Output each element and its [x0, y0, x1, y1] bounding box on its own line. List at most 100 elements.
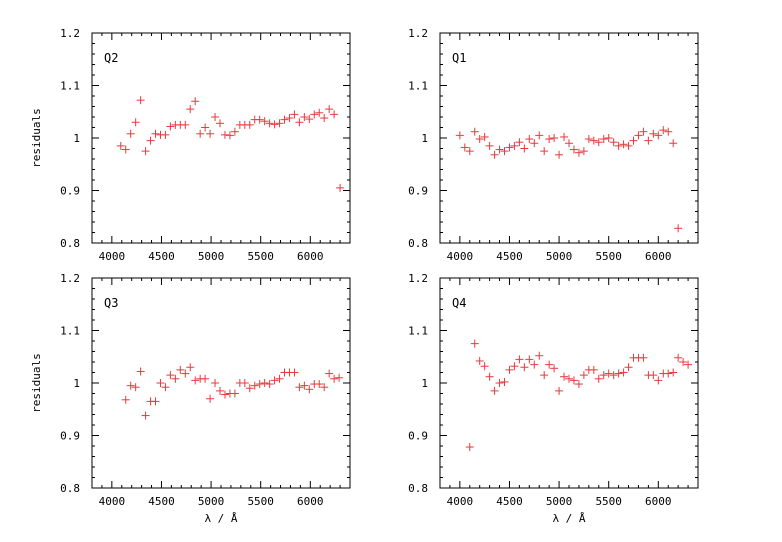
y-tick-label: 0.9: [60, 185, 80, 198]
data-point: [265, 380, 274, 389]
data-point: [594, 374, 603, 383]
data-point: [520, 363, 529, 372]
data-point: [330, 110, 339, 119]
data-point: [181, 120, 190, 129]
data-point: [594, 138, 603, 147]
x-axis-label: λ / Å: [204, 512, 237, 525]
data-point: [270, 376, 279, 385]
data-point: [280, 115, 289, 124]
y-tick-label: 1.1: [60, 80, 80, 93]
data-point: [245, 120, 254, 129]
data-point: [171, 374, 180, 383]
data-point: [654, 131, 663, 140]
y-tick-label: 1.2: [408, 272, 428, 285]
x-tick-label: 6000: [297, 250, 324, 263]
data-point: [460, 143, 469, 152]
data-point: [550, 364, 559, 373]
data-point: [609, 138, 618, 147]
data-point: [335, 373, 344, 382]
data-point: [320, 114, 329, 123]
data-point: [290, 368, 299, 377]
y-tick-label: 0.9: [60, 430, 80, 443]
data-point: [131, 383, 140, 392]
data-point: [141, 411, 150, 420]
x-tick-label: 4500: [148, 495, 175, 508]
data-point: [285, 114, 294, 123]
data-point: [515, 355, 524, 364]
y-tick-label: 1.1: [60, 325, 80, 338]
data-point: [250, 381, 259, 390]
data-point: [619, 368, 628, 377]
x-tick-label: 6000: [645, 495, 672, 508]
y-tick-label: 0.9: [408, 430, 428, 443]
data-point: [495, 379, 504, 387]
data-point: [485, 372, 494, 381]
data-point: [300, 381, 309, 390]
data-point: [679, 358, 688, 366]
data-point: [220, 130, 229, 139]
data-point: [181, 369, 190, 378]
x-tick-label: 5500: [595, 495, 622, 508]
y-tick-label: 0.8: [60, 482, 80, 495]
data-point: [505, 365, 514, 374]
data-point: [639, 127, 648, 136]
data-point: [230, 389, 239, 398]
data-point: [191, 97, 200, 106]
data-point: [470, 339, 479, 348]
data-point: [644, 136, 653, 145]
panel-q4: 0.8 0.9 1 1.1 1.2 4000 4500 5000 5500 6000 Q4 λ / Å: [408, 272, 699, 525]
data-point: [619, 140, 628, 149]
data-point: [260, 379, 269, 387]
data-point: [624, 363, 633, 372]
x-axis-label: λ / Å: [552, 512, 585, 525]
data-point: [315, 108, 324, 117]
data-point: [555, 386, 564, 395]
data-point: [211, 379, 220, 387]
data-point: [659, 126, 668, 135]
data-point: [569, 145, 578, 154]
data-point: [166, 122, 175, 131]
data-point: [265, 119, 274, 128]
y-tick-label: 1.2: [408, 27, 428, 40]
y-tick-label: 0.9: [408, 185, 428, 198]
data-point: [485, 141, 494, 150]
panel-title: Q3: [104, 296, 118, 310]
data-point: [186, 105, 195, 114]
data-point: [525, 355, 534, 364]
data-point: [336, 183, 345, 192]
data-point: [510, 362, 519, 371]
data-point: [121, 395, 130, 404]
data-point: [176, 365, 185, 374]
data-point: [161, 383, 170, 392]
data-point: [545, 135, 554, 144]
data-point: [540, 147, 549, 156]
data-point: [295, 383, 304, 392]
data-point: [569, 376, 578, 385]
data-point: [116, 141, 125, 150]
plot-frame: [439, 277, 699, 489]
y-tick-label: 1: [421, 132, 428, 145]
data-point: [614, 369, 623, 378]
data-point: [604, 369, 613, 378]
y-axis-label: residuals: [30, 353, 43, 413]
data-point: [216, 119, 225, 128]
x-tick-label: 4000: [447, 495, 474, 508]
data-point: [126, 381, 135, 390]
data-point: [609, 371, 618, 380]
data-point: [455, 131, 464, 140]
data-point: [589, 365, 598, 374]
data-point: [300, 113, 309, 121]
data-point: [270, 120, 279, 129]
data-point: [240, 379, 249, 387]
x-tick-label: 5000: [198, 250, 225, 263]
data-point: [604, 134, 613, 142]
data-point: [320, 383, 329, 392]
data-point: [275, 119, 284, 128]
data-point: [325, 105, 334, 114]
data-point: [510, 141, 519, 150]
data-point: [151, 129, 160, 138]
y-tick-label: 1.1: [408, 325, 428, 338]
data-point: [161, 130, 170, 139]
data-point: [216, 386, 225, 395]
data-point: [535, 351, 544, 360]
